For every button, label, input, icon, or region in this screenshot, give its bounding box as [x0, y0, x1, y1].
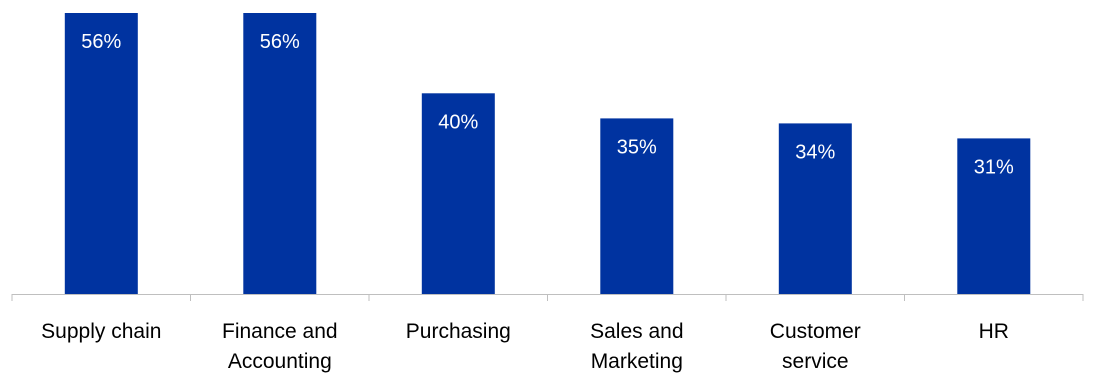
- bar-3: [600, 118, 674, 295]
- data-label-2: 40%: [438, 111, 478, 133]
- category-label-line: service: [782, 350, 849, 373]
- data-labels-group: 56% 56% 40% 35% 34% 31%: [81, 31, 1014, 178]
- category-label-line: Customer: [770, 320, 861, 343]
- bar-2: [421, 93, 495, 294]
- category-label-line: Purchasing: [406, 320, 511, 343]
- data-label-5: 31%: [974, 156, 1014, 178]
- data-label-0: 56%: [81, 31, 121, 53]
- category-label-line: HR: [979, 320, 1009, 343]
- category-label-line: Sales and: [590, 320, 683, 343]
- bar-0: [64, 13, 138, 294]
- category-label-0: Supply chain: [41, 320, 161, 343]
- bar-4: [778, 123, 852, 295]
- data-label-3: 35%: [617, 136, 657, 158]
- category-label-3: Sales and Marketing: [590, 320, 683, 373]
- category-label-1: Finance and Accounting: [222, 320, 338, 373]
- category-label-line: Supply chain: [41, 320, 161, 343]
- data-label-4: 34%: [795, 141, 835, 163]
- category-label-2: Purchasing: [406, 320, 511, 343]
- bar-5: [957, 138, 1031, 294]
- category-label-line: Accounting: [228, 350, 332, 373]
- data-label-1: 56%: [260, 31, 300, 53]
- category-label-line: Finance and: [222, 320, 338, 343]
- category-label-4: Customer service: [770, 320, 861, 373]
- category-label-5: HR: [979, 320, 1009, 343]
- bars-group: [64, 13, 1031, 295]
- category-label-line: Marketing: [591, 350, 683, 373]
- x-axis: [11, 294, 1084, 301]
- category-labels-group: Supply chain Finance and Accounting Purchas…: [41, 320, 1009, 373]
- bar-1: [243, 13, 317, 294]
